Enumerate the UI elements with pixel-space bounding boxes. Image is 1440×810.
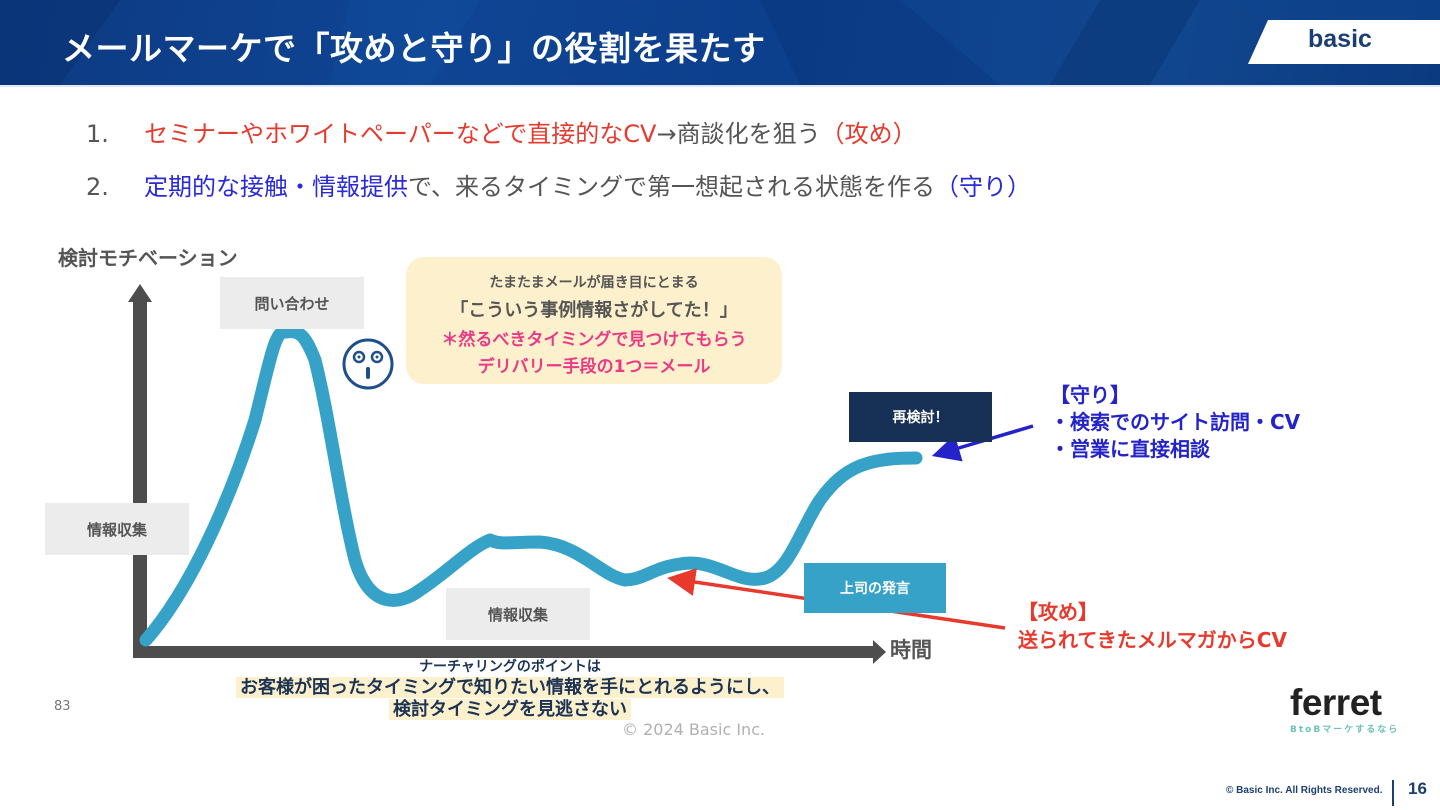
defense-item: ・営業に直接相談 bbox=[1050, 437, 1210, 461]
page-title: メールマーケで「攻めと守り」の役割を果たす bbox=[62, 29, 766, 68]
footer-divider bbox=[1392, 780, 1394, 806]
bullet-item-defense: 2. 定期的な接触・情報提供 で、来るタイミングで第一想起される状態を作る （守… bbox=[86, 167, 1031, 220]
offense-title: 【攻め】 bbox=[1018, 600, 1098, 624]
embedded-copyright: © 2024 Basic Inc. bbox=[622, 720, 766, 739]
ferret-tagline: BtoBマーケするなら bbox=[1290, 725, 1400, 735]
bullet-text-highlight: セミナーやホワイトペーパーなどで直接的なCV bbox=[144, 120, 657, 148]
bullet-list: 1. セミナーやホワイトペーパーなどで直接的なCV →商談化を狙う （攻め） 2… bbox=[86, 114, 1031, 220]
label-inquiry: 問い合わせ bbox=[220, 277, 364, 329]
bullet-number: 2. bbox=[86, 173, 109, 201]
defense-annotation: 【守り】 ・検索でのサイト訪問・CV ・営業に直接相談 bbox=[1050, 382, 1300, 463]
defense-title: 【守り】 bbox=[1050, 383, 1130, 407]
label-reconsider: 再検討！ bbox=[849, 392, 992, 442]
nurture-line-2: 検討タイミングを見逃さない bbox=[389, 699, 631, 720]
defense-arrow bbox=[931, 424, 1034, 462]
nurturing-point-caption: ナーチャリングのポイントは お客様が困ったタイミングで知りたい情報を手にとれるよ… bbox=[200, 657, 820, 721]
bullet-text: で、来るタイミングで第一想起される状態を作る bbox=[408, 173, 936, 201]
note-line-3: ＊然るべきタイミングで見つけてもらう bbox=[441, 330, 747, 350]
note-line-2: 「こういう事例情報さがしてた！」 bbox=[450, 300, 738, 321]
footer-copyright: © Basic Inc. All Rights Reserved. bbox=[1226, 785, 1383, 796]
note-line-1: たまたまメールが届き目にとまる bbox=[489, 275, 699, 291]
email-note-callout: たまたまメールが届き目にとまる 「こういう事例情報さがしてた！」 ＊然るべきタイ… bbox=[406, 257, 782, 384]
brand-logo-tab: basic bbox=[1248, 20, 1440, 64]
ferret-logo: ferret BtoBマーケするなら bbox=[1290, 682, 1400, 736]
bullet-item-offense: 1. セミナーやホワイトペーパーなどで直接的なCV →商談化を狙う （攻め） bbox=[86, 114, 1031, 167]
bullet-text-tag: （攻め） bbox=[820, 120, 917, 148]
brand-logo-text: basic bbox=[1308, 25, 1372, 53]
bullet-text: →商談化を狙う bbox=[656, 120, 821, 148]
bullet-text-highlight: 定期的な接触・情報提供 bbox=[144, 173, 408, 201]
header-divider bbox=[0, 85, 1440, 87]
bullet-number: 1. bbox=[86, 120, 109, 148]
x-axis-arrow bbox=[133, 640, 886, 664]
offense-annotation: 【攻め】 送られてきたメルマガからCV bbox=[1018, 598, 1287, 654]
bullet-text-tag: （守り） bbox=[935, 173, 1032, 201]
offense-text: 送られてきたメルマガからCV bbox=[1018, 628, 1287, 652]
slide-header: メールマーケで「攻めと守り」の役割を果たす basic bbox=[0, 0, 1440, 85]
slide-page-number: 16 bbox=[1408, 779, 1427, 798]
surprised-face-icon bbox=[342, 338, 394, 390]
nurture-heading: ナーチャリングのポイントは bbox=[419, 659, 601, 675]
label-boss-remark: 上司の発言 bbox=[804, 563, 946, 613]
y-axis-arrow bbox=[128, 284, 152, 658]
note-line-4: デリバリー手段の1つ＝メール bbox=[477, 357, 711, 377]
motivation-curve bbox=[139, 325, 923, 647]
y-axis-label: 検討モチベーション bbox=[58, 246, 238, 270]
embedded-page-number: 83 bbox=[54, 699, 71, 714]
defense-item: ・検索でのサイト訪問・CV bbox=[1050, 410, 1301, 434]
label-info-gathering-bottom: 情報収集 bbox=[446, 588, 590, 640]
x-axis-label: 時間 bbox=[890, 638, 932, 662]
ferret-logo-text: ferret bbox=[1290, 682, 1382, 723]
label-info-gathering-left: 情報収集 bbox=[45, 503, 189, 555]
nurture-line-1: お客様が困ったタイミングで知りたい情報を手にとれるようにし、 bbox=[236, 677, 784, 698]
